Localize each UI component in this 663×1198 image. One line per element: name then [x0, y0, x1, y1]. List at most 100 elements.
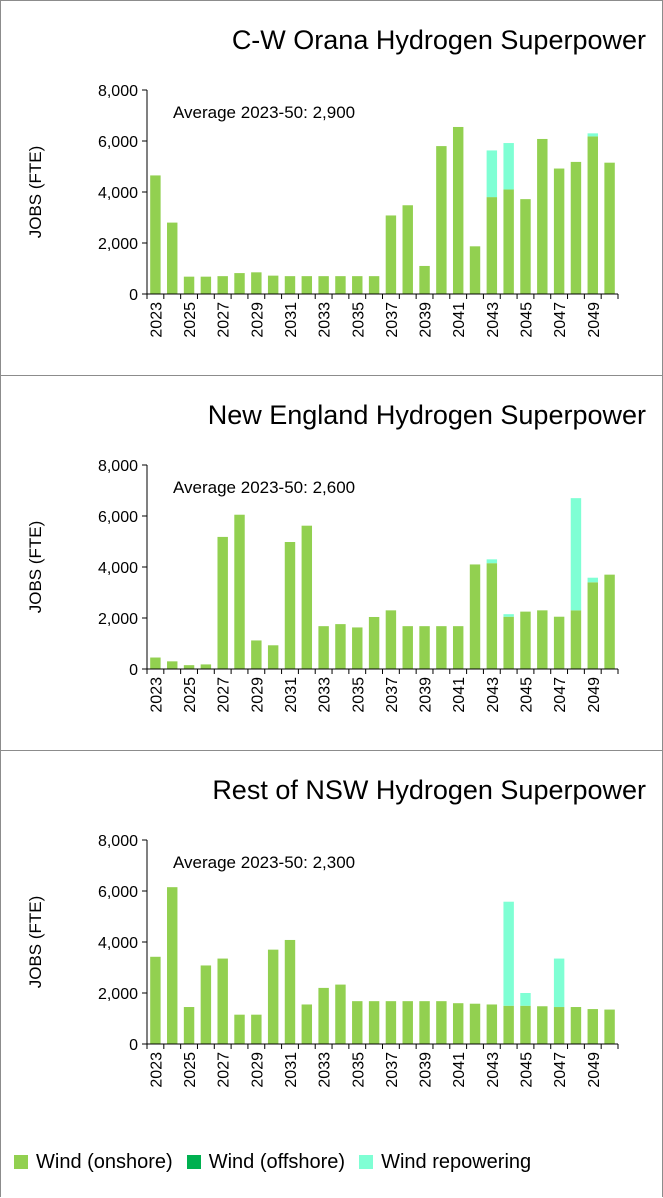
- bar-wind-onshore-2035: [352, 627, 363, 669]
- bar-wind-onshore-2040: [436, 626, 447, 669]
- x-tick-label: 2031: [283, 677, 300, 713]
- x-tick-label: 2029: [249, 302, 266, 338]
- bar-wind-onshore-2046: [537, 138, 548, 294]
- x-tick-label: 2029: [249, 1052, 266, 1088]
- chart-cw-orana: C-W Orana Hydrogen Superpower JOBS (FTE) 0…: [26, 25, 646, 338]
- bar-wind-onshore-2027: [217, 276, 228, 294]
- x-tick-label: 2027: [216, 1052, 233, 1088]
- bar-wind-onshore-2040: [436, 1001, 447, 1044]
- bar-wind-onshore-2030: [267, 275, 279, 294]
- bar-wind-onshore-2042: [469, 1003, 481, 1044]
- legend-item-onshore: Wind (onshore): [14, 1151, 173, 1174]
- bar-wind-onshore-2033: [318, 276, 329, 294]
- x-tick-label: 2037: [384, 1052, 401, 1088]
- bar-wind-repowering-2044: [503, 143, 514, 190]
- bar-wind-onshore-2037: [385, 610, 397, 669]
- legend-swatch-repowering: [359, 1155, 374, 1169]
- bar-wind-onshore-2045: [520, 1005, 531, 1044]
- bar-wind-onshore-2038: [402, 1001, 413, 1044]
- bar-wind-onshore-2035: [352, 276, 363, 294]
- y-tick-label: 2,000: [98, 611, 138, 628]
- bar-wind-onshore-2037: [385, 1001, 397, 1044]
- bar-wind-onshore-2044: [503, 1005, 514, 1044]
- bar-wind-onshore-2043: [486, 1004, 498, 1044]
- x-tick-label: 2025: [182, 677, 199, 713]
- average-annotation: Average 2023-50: 2,900: [173, 103, 355, 122]
- chart-panel-new-england: New England Hydrogen Superpower JOBS (FTE…: [0, 375, 663, 751]
- x-tick-label: 2043: [485, 1052, 502, 1088]
- bar-wind-onshore-2045: [520, 611, 531, 669]
- bar-wind-onshore-2032: [301, 276, 313, 294]
- bar-wind-onshore-2034: [335, 984, 346, 1044]
- y-tick-label: 8,000: [98, 83, 138, 100]
- y-tick-label: 6,000: [98, 884, 138, 901]
- bar-wind-onshore-2026: [200, 664, 212, 669]
- bar-wind-onshore-2036: [368, 616, 380, 669]
- x-tick-label: 2041: [451, 677, 468, 713]
- bar-wind-onshore-2037: [385, 215, 397, 294]
- x-tick-label: 2027: [216, 677, 233, 713]
- chart-title: C-W Orana Hydrogen Superpower: [232, 25, 646, 55]
- y-tick-label: 0: [129, 287, 138, 304]
- x-tick-label: 2043: [485, 302, 502, 338]
- x-tick-label: 2035: [350, 677, 367, 713]
- bar-wind-onshore-2033: [318, 987, 329, 1044]
- bar-wind-onshore-2048: [570, 1007, 582, 1044]
- bar-wind-repowering-2044: [503, 614, 514, 617]
- bar-wind-onshore-2028: [234, 273, 245, 294]
- bar-wind-onshore-2032: [301, 525, 313, 669]
- bar-wind-onshore-2026: [200, 276, 212, 294]
- bar-wind-onshore-2029: [251, 1014, 262, 1044]
- x-tick-label: 2049: [586, 677, 603, 713]
- bar-wind-onshore-2049: [587, 582, 598, 669]
- bar-wind-onshore-2048: [570, 610, 582, 669]
- bar-wind-repowering-2049: [587, 577, 598, 583]
- legend-label-repowering: Wind repowering: [381, 1150, 532, 1173]
- x-tick-label: 2035: [350, 302, 367, 338]
- x-tick-label: 2047: [552, 302, 569, 338]
- x-tick-label: 2049: [586, 1052, 603, 1088]
- bar-wind-repowering-2045: [520, 993, 531, 1006]
- bar-wind-onshore-2031: [284, 276, 296, 294]
- legend-item-offshore: Wind (offshore): [186, 1150, 346, 1174]
- x-tick-label: 2033: [317, 677, 334, 713]
- x-tick-label: 2025: [182, 1052, 199, 1088]
- bar-wind-onshore-2028: [234, 514, 245, 669]
- bar-wind-onshore-2041: [452, 126, 464, 294]
- y-tick-label: 4,000: [98, 185, 138, 202]
- chart-title: New England Hydrogen Superpower: [208, 400, 646, 430]
- bar-wind-onshore-2040: [436, 146, 447, 294]
- bar-wind-onshore-2025: [183, 276, 195, 294]
- bar-wind-onshore-2050: [604, 1009, 615, 1044]
- chart-panel-rest-of-nsw: Rest of NSW Hydrogen Superpower JOBS (FTE…: [0, 750, 663, 1197]
- x-tick-label: 2025: [182, 302, 199, 338]
- bar-wind-onshore-2035: [352, 1001, 363, 1044]
- x-tick-label: 2033: [317, 1052, 334, 1088]
- x-tick-label: 2047: [552, 677, 569, 713]
- x-tick-label: 2045: [518, 1052, 535, 1088]
- legend-label-offshore: Wind (offshore): [208, 1150, 346, 1173]
- x-tick-label: 2043: [485, 677, 502, 713]
- bar-wind-onshore-2049: [587, 1009, 598, 1044]
- bar-wind-onshore-2024: [167, 661, 178, 669]
- bar-wind-onshore-2025: [183, 665, 195, 669]
- y-tick-label: 2,000: [98, 236, 138, 253]
- legend: Wind (onshore) Wind (offshore) Wind repo…: [0, 1147, 663, 1177]
- bar-wind-onshore-2041: [452, 626, 464, 669]
- bar-wind-onshore-2026: [200, 965, 212, 1044]
- x-tick-label: 2023: [148, 677, 165, 713]
- bar-wind-onshore-2038: [402, 626, 413, 669]
- bar-wind-onshore-2043: [486, 563, 498, 669]
- bar-wind-onshore-2044: [503, 189, 514, 294]
- y-tick-label: 4,000: [98, 935, 138, 952]
- bar-wind-onshore-2048: [570, 161, 582, 294]
- y-tick-label: 4,000: [98, 560, 138, 577]
- x-tick-label: 2029: [249, 677, 266, 713]
- legend-swatch-onshore: [14, 1155, 28, 1169]
- y-tick-label: 8,000: [98, 833, 138, 850]
- bar-wind-onshore-2049: [587, 136, 598, 294]
- bar-wind-onshore-2036: [368, 1001, 380, 1044]
- bar-wind-onshore-2025: [183, 1007, 195, 1044]
- x-tick-label: 2045: [518, 677, 535, 713]
